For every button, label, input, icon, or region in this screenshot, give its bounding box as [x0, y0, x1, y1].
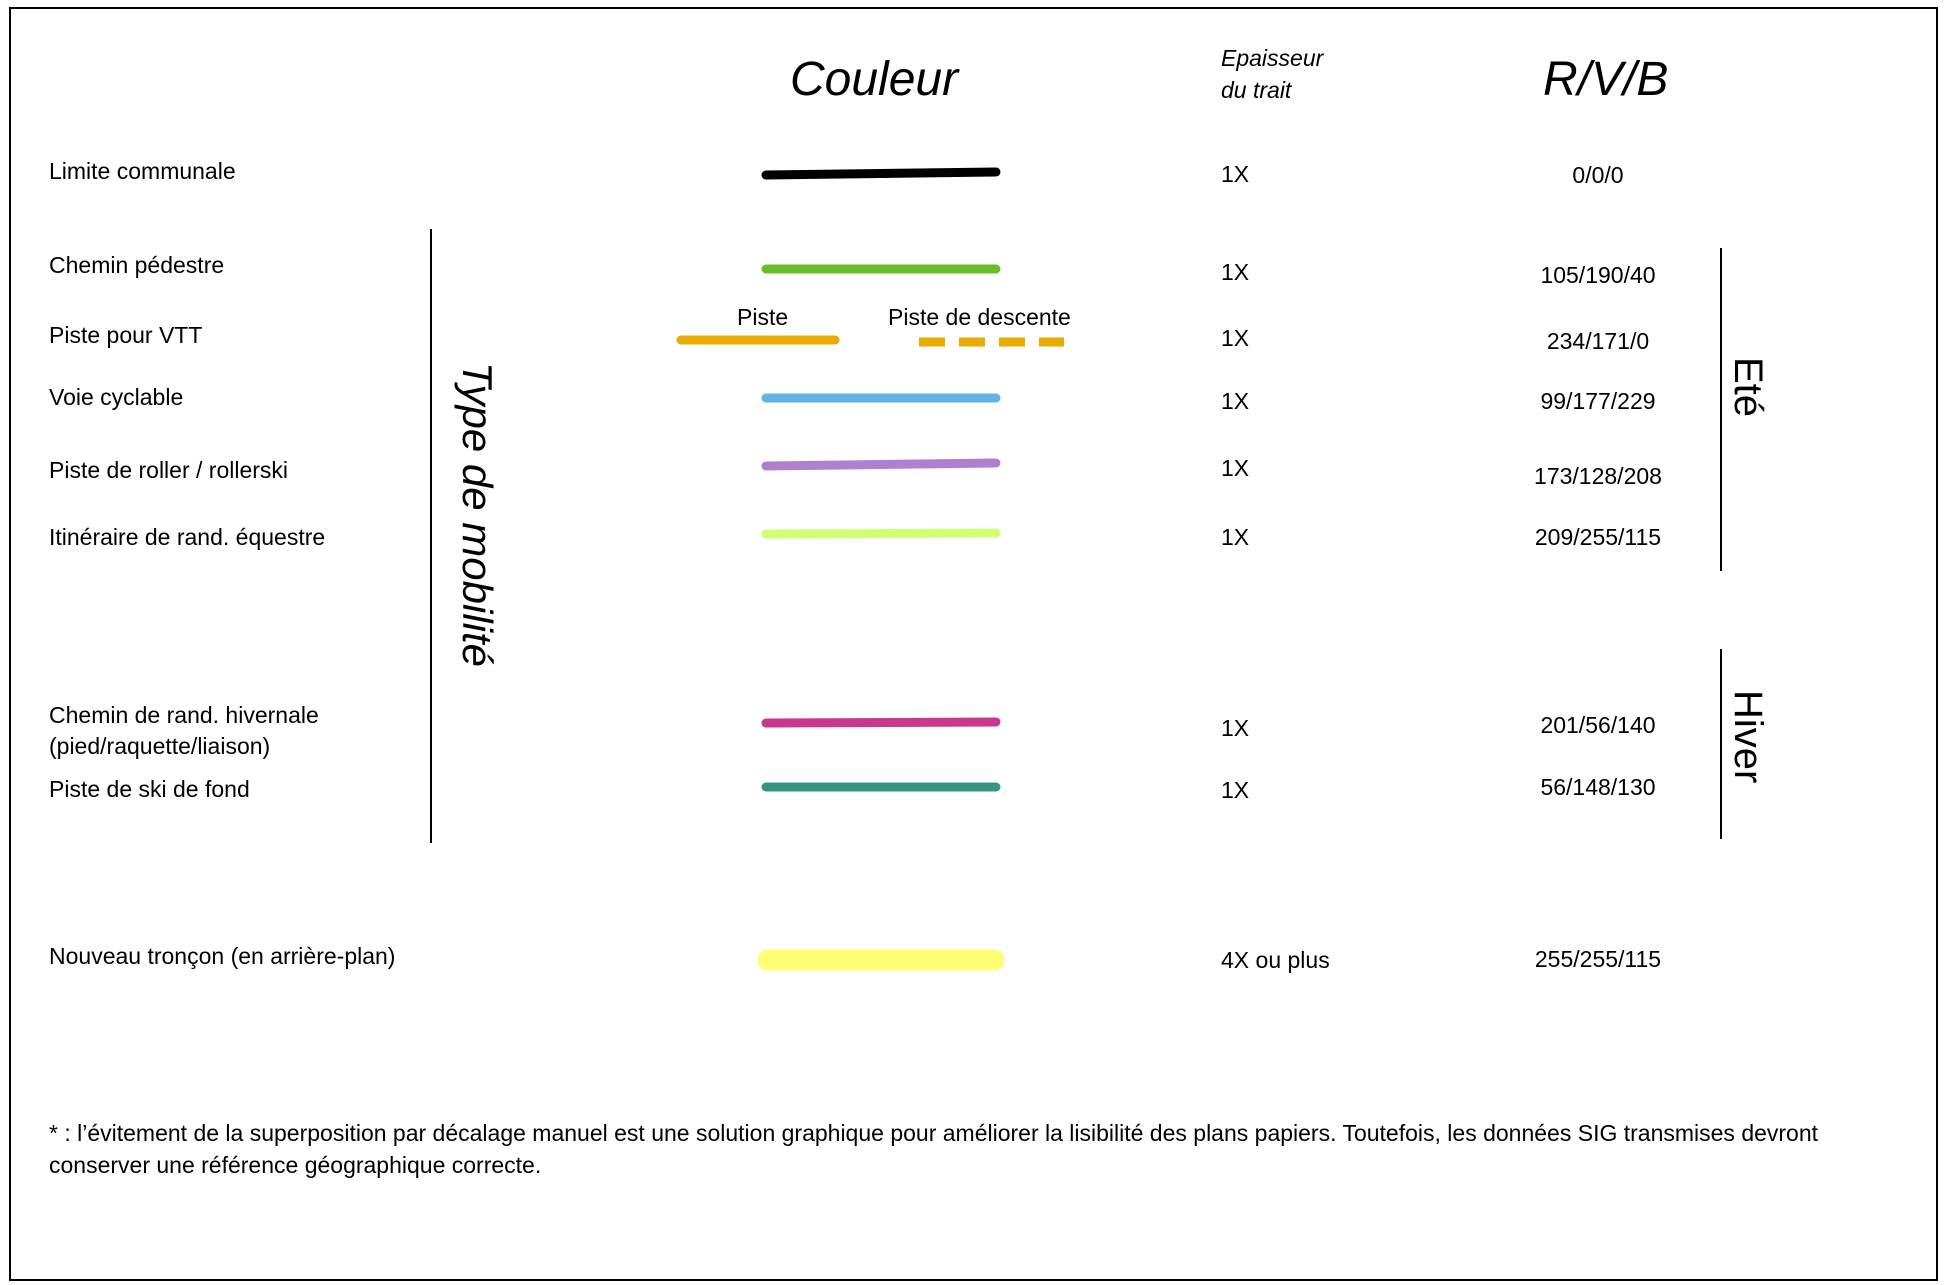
rgb-limite-communale: 0/0/0: [1488, 162, 1708, 189]
line-limite-communale: [766, 172, 996, 175]
rgb-itineraire-equestre: 209/255/115: [1488, 524, 1708, 551]
rgb-nouveau-troncon: 255/255/115: [1488, 946, 1708, 973]
ete-bracket: [1720, 248, 1722, 571]
vtt-sublabel-descente: Piste de descente: [888, 304, 1071, 331]
rgb-piste-vtt: 234/171/0: [1488, 328, 1708, 355]
rgb-ski-de-fond: 56/148/130: [1488, 774, 1708, 801]
thickness-chemin-hivernal: 1X: [1221, 715, 1249, 742]
rgb-piste-roller: 173/128/208: [1488, 463, 1708, 490]
thickness-piste-roller: 1X: [1221, 455, 1249, 482]
thickness-chemin-pedestre: 1X: [1221, 259, 1249, 286]
rgb-chemin-hivernal: 201/56/140: [1488, 712, 1708, 739]
ete-label: Eté: [1725, 357, 1770, 417]
rgb-voie-cyclable: 99/177/229: [1488, 388, 1708, 415]
rgb-chemin-pedestre: 105/190/40: [1488, 262, 1708, 289]
vtt-sublabel-piste: Piste: [737, 304, 788, 331]
thickness-nouveau-troncon: 4X ou plus: [1221, 947, 1330, 974]
line-chemin-hivernal: [766, 722, 996, 723]
line-piste-roller: [766, 463, 996, 466]
thickness-voie-cyclable: 1X: [1221, 388, 1249, 415]
footnote: * : l’évitement de la superposition par …: [49, 1117, 1899, 1181]
thickness-limite-communale: 1X: [1221, 161, 1249, 188]
thickness-itineraire-equestre: 1X: [1221, 524, 1249, 551]
line-itineraire-equestre: [766, 533, 996, 534]
hiver-bracket: [1720, 649, 1722, 839]
thickness-piste-vtt: 1X: [1221, 325, 1249, 352]
thickness-ski-de-fond: 1X: [1221, 777, 1249, 804]
hiver-label: Hiver: [1725, 690, 1770, 783]
